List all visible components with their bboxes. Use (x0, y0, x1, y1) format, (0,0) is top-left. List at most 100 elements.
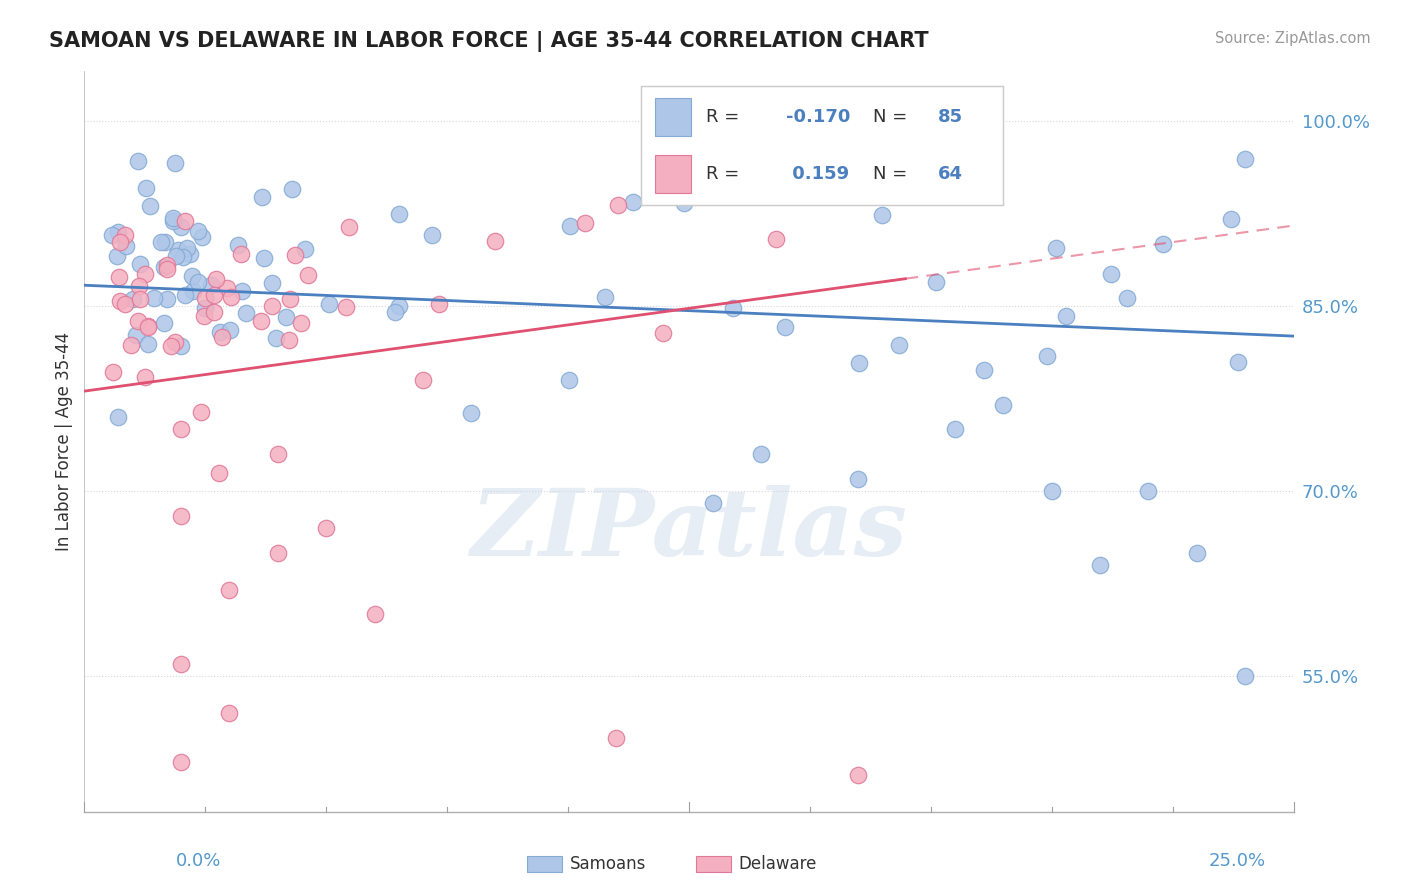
Point (170, 508, 193, 523)
Point (211, 330, 233, 344)
Point (973, 362, 995, 376)
Point (152, 260, 174, 274)
Point (1045, 241, 1067, 255)
Point (260, 276, 283, 290)
Point (484, 235, 506, 249)
Point (219, 323, 242, 337)
Point (1233, 153, 1256, 167)
Point (179, 247, 201, 261)
Point (420, 227, 443, 242)
Point (155, 293, 177, 307)
Point (153, 316, 176, 330)
Point (136, 337, 159, 351)
Point (170, 422, 193, 436)
Point (181, 269, 204, 284)
Point (202, 287, 225, 301)
Point (134, 369, 156, 384)
Point (136, 318, 159, 333)
Point (170, 220, 193, 235)
Text: Samoans: Samoans (569, 855, 645, 873)
Point (925, 275, 948, 289)
Text: ZIPatlas: ZIPatlas (471, 485, 907, 575)
Point (412, 373, 434, 387)
Point (190, 405, 212, 419)
Point (187, 275, 209, 289)
Point (297, 268, 319, 282)
Point (846, 472, 869, 486)
Point (773, 319, 796, 334)
Point (125, 328, 148, 343)
Point (335, 300, 357, 314)
Point (129, 292, 152, 306)
Point (156, 261, 179, 276)
Point (1152, 237, 1174, 252)
Point (318, 297, 340, 311)
Point (266, 331, 288, 345)
Point (165, 249, 187, 263)
Point (872, 208, 894, 222)
Point (162, 211, 184, 225)
Point (191, 229, 214, 244)
Point (110, 294, 132, 309)
Point (889, 338, 911, 352)
Point (337, 219, 360, 234)
Point (558, 373, 581, 387)
Point (153, 235, 176, 249)
Point (200, 278, 222, 293)
Point (229, 247, 252, 261)
Point (129, 257, 152, 271)
Point (205, 271, 228, 285)
Point (121, 292, 143, 306)
Point (702, 496, 724, 510)
Point (274, 310, 297, 324)
Point (114, 297, 136, 311)
Point (429, 296, 451, 310)
Point (574, 216, 596, 230)
Point (114, 228, 136, 243)
Point (181, 284, 204, 298)
Point (1054, 310, 1077, 324)
Point (280, 181, 302, 195)
Point (231, 284, 253, 298)
Point (167, 243, 190, 257)
Point (107, 409, 129, 424)
Point (101, 365, 124, 379)
Point (1115, 291, 1137, 305)
Point (208, 326, 231, 340)
Point (194, 291, 217, 305)
Point (993, 398, 1015, 412)
Point (108, 235, 131, 249)
Point (160, 339, 183, 353)
Point (943, 422, 966, 436)
Point (652, 326, 675, 340)
Point (172, 250, 194, 264)
Point (1088, 558, 1111, 572)
Point (135, 181, 157, 195)
Point (163, 334, 186, 349)
Point (1137, 483, 1160, 498)
Point (187, 224, 209, 238)
Point (250, 314, 273, 328)
Point (384, 304, 406, 318)
Point (605, 731, 627, 745)
Point (846, 768, 869, 782)
Point (721, 301, 744, 316)
Point (278, 333, 301, 347)
Point (621, 194, 644, 209)
Point (235, 306, 257, 320)
Point (162, 214, 184, 228)
Point (174, 214, 197, 228)
Point (176, 242, 198, 256)
Point (315, 521, 337, 535)
Point (267, 447, 290, 461)
Text: Source: ZipAtlas.com: Source: ZipAtlas.com (1215, 31, 1371, 46)
Point (193, 309, 215, 323)
Point (262, 299, 284, 313)
Point (1219, 212, 1241, 227)
Point (765, 232, 787, 246)
Point (105, 249, 128, 263)
Point (278, 293, 301, 307)
Point (673, 195, 696, 210)
Point (848, 355, 870, 369)
Point (1227, 355, 1250, 369)
